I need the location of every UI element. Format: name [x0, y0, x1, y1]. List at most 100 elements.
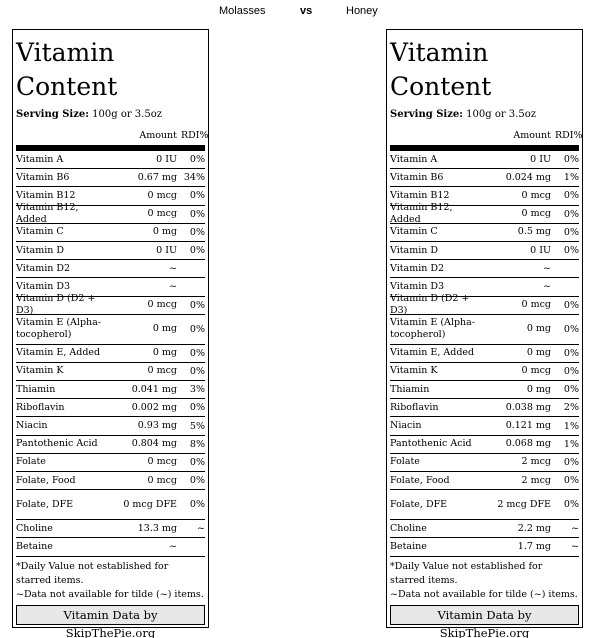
table-row: Vitamin D 0 IU 0%	[16, 242, 205, 261]
nutrient-name: Thiamin	[16, 383, 56, 395]
nutrient-name: Vitamin C	[390, 226, 438, 238]
table-row: Folate, Food 2 mcg 0%	[390, 472, 579, 491]
table-row: Thiamin 0.041 mg 3%	[16, 381, 205, 400]
nutrient-name: Niacin	[16, 420, 48, 432]
footnote-starred: *Daily Value not established for starred…	[16, 560, 169, 586]
nutrient-amount: 0 mcg	[521, 208, 551, 220]
nutrient-name: Vitamin B12	[16, 189, 76, 201]
nutrient-rdi: 0%	[563, 299, 579, 311]
nutrient-rdi: ~	[197, 523, 205, 535]
nutrient-amount: 0 mcg	[521, 189, 551, 201]
table-row: Vitamin K 0 mcg 0%	[16, 363, 205, 382]
nutrient-name: Vitamin B12	[390, 189, 450, 201]
nutrient-rdi: 0%	[189, 154, 205, 166]
nutrient-amount: 0.068 mg	[505, 438, 551, 450]
table-row: Pantothenic Acid 0.804 mg 8%	[16, 436, 205, 454]
nutrient-rdi: 0%	[189, 208, 205, 220]
table-row: Vitamin B12 0 mcg 0%	[390, 187, 579, 206]
table-row: Vitamin A 0 IU 0%	[390, 151, 579, 170]
table-row: Vitamin E, Added 0 mg 0%	[16, 345, 205, 363]
nutrient-name: Vitamin B6	[390, 171, 444, 183]
credit-link[interactable]: Vitamin Data by SkipThePie.org	[390, 604, 579, 638]
table-row: Vitamin A 0 IU 0%	[16, 151, 205, 170]
nutrient-name: Thiamin	[390, 383, 430, 395]
nutrient-name: Vitamin E (Alpha-tocopherol)	[16, 317, 102, 341]
column-amount: Amount	[513, 130, 551, 141]
nutrient-name: Folate, Food	[390, 474, 450, 486]
nutrient-rdi: 0%	[563, 456, 579, 468]
serving-size-label: Serving Size:	[390, 109, 463, 120]
nutrient-amount: ~	[169, 280, 177, 292]
column-rdi: RDI%	[555, 130, 583, 141]
table-row: Vitamin K 0 mcg 0%	[390, 363, 579, 382]
table-row: Betaine 1.7 mg ~	[390, 538, 579, 557]
table-row: Riboflavin 0.038 mg 2%	[390, 399, 579, 418]
table-row: Choline 13.3 mg ~	[16, 520, 205, 539]
table-row: Vitamin B6 0.024 mg 1%	[390, 169, 579, 188]
nutrient-name: Folate, DFE	[390, 498, 448, 510]
nutrient-rdi: ~	[571, 523, 579, 535]
nutrient-amount: 0 mg	[526, 383, 551, 395]
table-row: Vitamin C 0.5 mg 0%	[390, 224, 579, 242]
table-row: Vitamin E (Alpha-tocopherol) 0 mg 0%	[16, 315, 205, 345]
nutrient-name: Riboflavin	[390, 401, 439, 413]
table-row: Vitamin B6 0.67 mg 34%	[16, 169, 205, 188]
nutrient-rdi: 0%	[189, 365, 205, 377]
table-row: Folate 0 mcg 0%	[16, 454, 205, 472]
nutrient-name: Vitamin D	[16, 244, 65, 256]
nutrient-name: Folate	[16, 456, 46, 468]
table-row: Vitamin D2 ~	[16, 260, 205, 279]
panel-title-line2: Content	[16, 72, 118, 101]
nutrient-name: Folate, Food	[16, 474, 76, 486]
nutrient-rdi: 0%	[563, 475, 579, 487]
nutrient-rdi: 0%	[563, 323, 579, 335]
nutrient-rdi: 34%	[183, 172, 205, 184]
nutrient-rdi: 1%	[563, 438, 579, 450]
table-row: Vitamin B12, Added 0 mcg 0%	[16, 202, 205, 225]
panel-title-line1: Vitamin	[16, 38, 115, 67]
nutrient-name: Vitamin B12, Added	[16, 202, 79, 226]
nutrient-rdi: 8%	[189, 438, 205, 450]
panel-title: Vitamin Content	[16, 36, 205, 104]
table-row: Vitamin D3 ~	[16, 278, 205, 297]
nutrient-amount: 0.041 mg	[131, 383, 177, 395]
nutrient-amount: 0 IU	[156, 153, 177, 165]
nutrient-rdi: 0%	[563, 226, 579, 238]
table-row: Vitamin D (D2 + D3) 0 mcg 0%	[16, 293, 205, 316]
nutrient-amount: 1.7 mg	[517, 540, 551, 552]
nutrient-name: Vitamin D (D2 + D3)	[16, 293, 96, 317]
nutrient-rdi: 0%	[189, 226, 205, 238]
credit-link[interactable]: Vitamin Data by SkipThePie.org	[16, 604, 205, 638]
nutrient-name: Vitamin A	[16, 153, 64, 165]
nutrient-rdi: 0%	[563, 208, 579, 220]
nutrient-name: Vitamin D3	[16, 280, 71, 292]
nutrient-amount: 0 mg	[152, 347, 177, 359]
table-row: Folate, DFE 2 mcg DFE 0%	[390, 490, 579, 521]
nutrient-rdi: 0%	[563, 347, 579, 359]
nutrient-rdi: 1%	[563, 172, 579, 184]
nutrient-name: Choline	[16, 522, 53, 534]
nutrient-amount: 0 mcg	[147, 365, 177, 377]
nutrient-name: Vitamin B12, Added	[390, 202, 453, 226]
nutrient-name: Betaine	[390, 540, 427, 552]
table-row: Vitamin E (Alpha-tocopherol) 0 mg 0%	[390, 315, 579, 345]
food-left-name: Molasses	[219, 5, 266, 17]
nutrient-amount: ~	[543, 262, 551, 274]
vitamin-panel-honey: Vitamin Content Serving Size: 100g or 3.5o…	[386, 29, 583, 638]
footnotes: *Daily Value not established for starred…	[16, 560, 205, 602]
nutrient-name: Vitamin B6	[16, 171, 70, 183]
panel-title: Vitamin Content	[390, 36, 579, 104]
nutrient-rdi: 0%	[189, 299, 205, 311]
nutrient-rdi: 0%	[563, 154, 579, 166]
nutrient-amount: 0 IU	[530, 153, 551, 165]
table-row: Vitamin C 0 mg 0%	[16, 224, 205, 242]
nutrient-name: Vitamin K	[390, 365, 438, 377]
header-divider	[16, 145, 205, 151]
nutrient-name: Vitamin K	[16, 365, 64, 377]
nutrient-amount: 2 mcg	[521, 456, 551, 468]
vitamin-panel-molasses: Vitamin Content Serving Size: 100g or 3.5o…	[12, 29, 209, 638]
food-right-name: Honey	[346, 5, 378, 17]
nutrient-amount: 2 mcg DFE	[497, 498, 551, 510]
nutrient-name: Vitamin D2	[16, 262, 71, 274]
nutrient-amount: 0 mg	[152, 226, 177, 238]
